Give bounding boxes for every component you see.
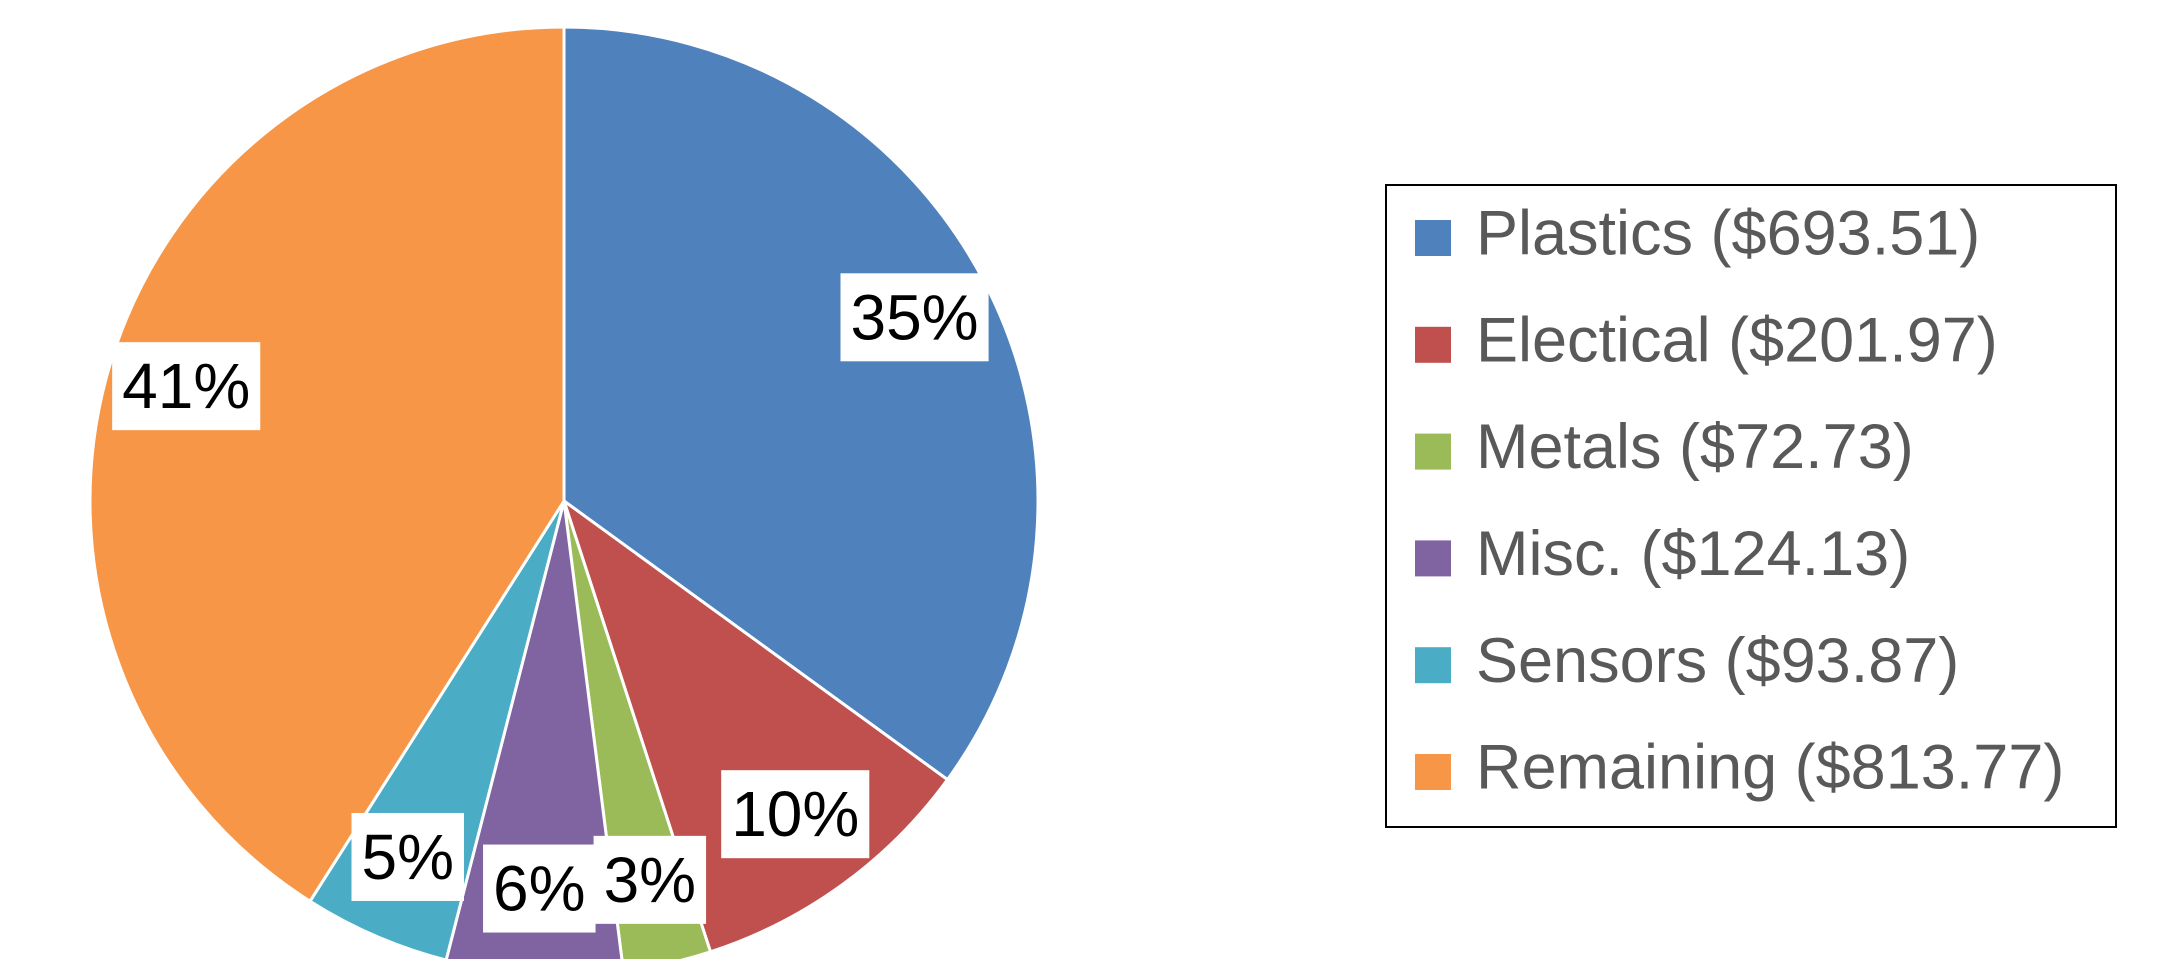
data-label: 6% (493, 853, 586, 925)
legend-label: Electical ($201.97) (1476, 305, 1998, 375)
data-label-group: 41% (112, 342, 261, 431)
legend-swatch (1415, 647, 1451, 684)
data-label-group: 3% (593, 835, 707, 924)
data-label: 41% (122, 350, 250, 422)
data-label-group: 5% (351, 812, 465, 901)
data-label-box (351, 812, 465, 901)
data-label-box (593, 835, 707, 924)
data-label-box (483, 844, 596, 933)
data-label-box (721, 770, 870, 859)
legend-label: Misc. ($124.13) (1476, 519, 1910, 589)
data-label: 5% (362, 821, 455, 893)
legend-swatch (1415, 433, 1451, 470)
pie-slice (88, 25, 566, 904)
data-label: 3% (604, 844, 697, 916)
data-label-group: 35% (840, 273, 989, 362)
legend-label: Metals ($72.73) (1476, 412, 1914, 482)
legend-swatch (1415, 220, 1451, 256)
data-label: 35% (850, 281, 978, 353)
data-label-group: 10% (721, 770, 870, 859)
data-label-box (112, 342, 261, 431)
data-label-group: 6% (483, 844, 596, 933)
legend-label: Plastics ($693.51) (1476, 199, 1980, 269)
legend-swatch (1415, 326, 1451, 363)
data-label: 10% (731, 778, 859, 850)
legend-label: Sensors ($93.87) (1476, 626, 1959, 696)
legend-label: Remaining ($813.77) (1476, 733, 2064, 803)
pie-slice (444, 500, 624, 959)
legend-swatch (1415, 754, 1451, 790)
legend-box (1385, 184, 2117, 828)
data-label-box (840, 273, 989, 362)
legend-swatch (1415, 540, 1451, 577)
